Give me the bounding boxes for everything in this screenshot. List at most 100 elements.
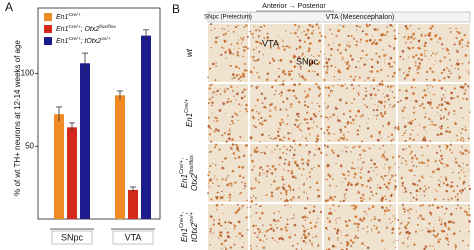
stained-cell [272, 138, 275, 140]
stained-cell [250, 55, 252, 57]
stained-cell [348, 171, 350, 173]
stained-cell [418, 27, 420, 30]
stained-cell [309, 175, 311, 178]
stained-cell [288, 235, 292, 239]
stained-cell [429, 27, 433, 30]
stained-cell [210, 46, 212, 49]
stained-cell [258, 26, 260, 28]
stained-cell [285, 153, 288, 155]
stained-cell [462, 97, 465, 100]
stained-cell [401, 184, 404, 187]
stained-cell [209, 84, 212, 87]
stained-cell [431, 203, 434, 207]
stained-cell [312, 61, 316, 64]
stained-cell [240, 234, 244, 238]
stained-cell [436, 52, 438, 54]
stained-cell [224, 246, 226, 248]
stained-cell [306, 162, 309, 165]
stained-cell [298, 82, 301, 86]
stained-cell [415, 157, 419, 160]
stained-cell [393, 61, 396, 64]
stained-cell [355, 66, 358, 69]
stained-cell [372, 41, 376, 44]
stained-cell [439, 117, 443, 120]
stained-cell [228, 193, 232, 197]
stained-cell [432, 226, 435, 229]
stained-cell [320, 115, 323, 118]
stained-cell [337, 116, 339, 118]
stained-cell [380, 68, 383, 72]
stained-cell [305, 60, 309, 63]
superscript: flox/flox [189, 155, 195, 174]
stained-cell [231, 138, 234, 141]
stained-cell [351, 162, 354, 164]
stained-cell [333, 42, 335, 44]
stained-cell [306, 118, 309, 121]
stained-cell [362, 198, 365, 200]
stained-cell [374, 93, 377, 97]
stained-cell [299, 39, 302, 42]
stained-cell [220, 235, 223, 238]
stained-cell [291, 218, 293, 220]
stained-cell [207, 124, 211, 128]
stained-cell [387, 174, 389, 176]
stained-cell [439, 132, 443, 136]
stained-cell [424, 116, 427, 119]
stained-cell [359, 38, 363, 41]
stained-cell [409, 122, 413, 125]
stained-cell [424, 34, 427, 37]
stained-cell [419, 124, 421, 126]
stained-cell [213, 177, 215, 179]
stained-cell [256, 236, 259, 239]
stained-cell [362, 97, 365, 100]
stained-cell [353, 222, 356, 225]
micrograph [323, 23, 397, 83]
stained-cell [261, 102, 264, 105]
stained-cell [408, 232, 411, 235]
stained-cell [353, 37, 356, 40]
stained-cell [423, 128, 425, 130]
stained-cell [403, 187, 407, 190]
stained-cell [253, 59, 256, 62]
stained-cell [385, 198, 387, 201]
stained-cell [266, 170, 269, 173]
stained-cell [432, 234, 435, 236]
stained-cell [363, 210, 366, 213]
stained-cell [223, 28, 226, 31]
stained-cell [224, 41, 226, 43]
stained-cell [390, 194, 393, 198]
stained-cell [329, 207, 331, 210]
stained-cell [460, 106, 463, 109]
stained-cell [361, 49, 364, 52]
stained-cell [461, 152, 465, 155]
stained-cell [302, 239, 306, 243]
stained-cell [319, 151, 323, 155]
stained-cell [384, 209, 387, 213]
stained-cell [468, 220, 471, 223]
stained-cell [292, 153, 296, 157]
text-part: wt [185, 48, 194, 57]
stained-cell [364, 150, 367, 152]
stained-cell [281, 175, 284, 178]
stained-cell [419, 104, 422, 107]
stained-cell [258, 29, 261, 32]
stained-cell [375, 227, 378, 230]
stained-cell [428, 222, 431, 225]
stained-cell [337, 83, 339, 86]
stained-cell [313, 166, 315, 168]
stained-cell [278, 210, 280, 213]
stained-cell [421, 139, 425, 142]
stained-cell [263, 105, 266, 109]
stained-cell [327, 212, 331, 215]
stained-cell [403, 243, 405, 245]
bar [80, 63, 90, 219]
stained-cell [371, 205, 375, 208]
stained-cell [290, 170, 293, 172]
stained-cell [433, 93, 436, 96]
stained-cell [409, 24, 412, 27]
stained-cell [315, 235, 318, 238]
stained-cell [329, 116, 332, 118]
stained-cell [368, 38, 372, 42]
stained-cell [405, 148, 407, 150]
stained-cell [338, 78, 340, 81]
